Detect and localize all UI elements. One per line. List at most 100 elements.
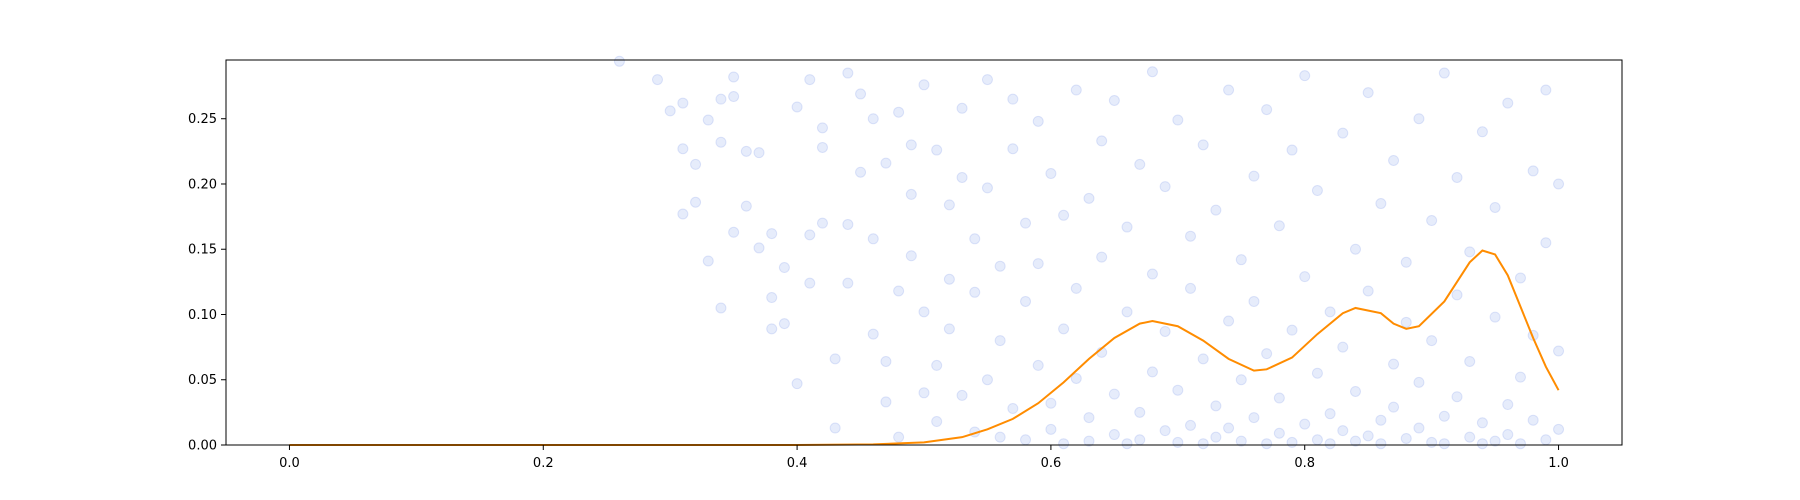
scatter-point (1273, 220, 1285, 232)
scatter-point (1553, 345, 1565, 357)
scatter-point (1020, 434, 1032, 446)
scatter-point (1223, 84, 1235, 96)
scatter-point (1096, 251, 1108, 263)
scatter-point (981, 374, 993, 386)
scatter-point (816, 141, 828, 153)
scatter-point (1413, 422, 1425, 434)
scatter-point (1540, 84, 1552, 96)
scatter-point (1413, 113, 1425, 125)
scatter-point (1349, 243, 1361, 255)
scatter-point (740, 200, 752, 212)
scatter-point (1514, 272, 1526, 284)
scatter-point (867, 233, 879, 245)
scatter-point (1400, 256, 1412, 268)
scatter-point (1438, 67, 1450, 79)
scatter-point (1438, 410, 1450, 422)
scatter-point (1400, 316, 1412, 328)
x-axis: 0.0 0.2 0.4 0.6 0.8 1.0 (279, 445, 1569, 471)
scatter-point (867, 113, 879, 125)
scatter-point (1172, 114, 1184, 126)
scatter-point (918, 306, 930, 318)
x-tick-label: 0.6 (1041, 456, 1062, 471)
scatter-point (1324, 438, 1336, 450)
scatter-point (1388, 358, 1400, 370)
scatter-point (994, 260, 1006, 272)
scatter-point (893, 431, 905, 443)
scatter-point (1514, 438, 1526, 450)
y-tick-label: 0.00 (188, 439, 217, 454)
scatter-point (1388, 401, 1400, 413)
scatter-point (766, 292, 778, 304)
scatter-point (1045, 397, 1057, 409)
scatter-point (1058, 438, 1070, 450)
scatter-point (1070, 372, 1082, 384)
scatter-point (931, 144, 943, 156)
scatter-point (829, 353, 841, 365)
scatter-point (651, 74, 663, 86)
scatter-point (1134, 434, 1146, 446)
scatter-point (1426, 335, 1438, 347)
scatter-point (918, 79, 930, 91)
scatter-point (1007, 93, 1019, 105)
scatter-point (1248, 295, 1260, 307)
scatter-point (1083, 435, 1095, 447)
scatter-point (1286, 324, 1298, 336)
scatter-point (1032, 359, 1044, 371)
scatter-point (1020, 295, 1032, 307)
scatter-point (1235, 374, 1247, 386)
scatter-point (1400, 432, 1412, 444)
scatter-point (1108, 429, 1120, 441)
scatter-point (1172, 384, 1184, 396)
scatter-point (1083, 412, 1095, 424)
scatter-point (1032, 115, 1044, 127)
scatter-point (880, 157, 892, 169)
scatter-point (1349, 385, 1361, 397)
scatter-point (1362, 430, 1374, 442)
scatter-point (1451, 289, 1463, 301)
scatter-point (1426, 215, 1438, 227)
scatter-point (1299, 70, 1311, 82)
scatter-point (1058, 209, 1070, 221)
scatter-point (1540, 237, 1552, 249)
scatter-point (1527, 414, 1539, 426)
scatter-point (664, 105, 676, 117)
scatter-point (1476, 417, 1488, 429)
scatter-point (1464, 246, 1476, 258)
scatter-point (791, 101, 803, 113)
scatter-point (1248, 412, 1260, 424)
scatter-point (1375, 438, 1387, 450)
scatter-point (1045, 423, 1057, 435)
scatter-point (1514, 371, 1526, 383)
scatter-point (905, 250, 917, 262)
scatter-point (1210, 204, 1222, 216)
scatter-point (753, 147, 765, 159)
scatter-point (1248, 170, 1260, 182)
scatter-point (677, 143, 689, 155)
scatter-point (778, 262, 790, 274)
scatter-point (1197, 139, 1209, 151)
scatter-point (753, 242, 765, 254)
scatter-point (1121, 438, 1133, 450)
scatter-point (1108, 388, 1120, 400)
scatter-point (690, 158, 702, 170)
scatter-point (702, 255, 714, 267)
scatter-point (1337, 127, 1349, 139)
scatter-point (1324, 408, 1336, 420)
scatter-point (1159, 425, 1171, 437)
scatter-point (1146, 66, 1158, 78)
scatter-point (1489, 435, 1501, 447)
scatter-point (1502, 97, 1514, 109)
scatter-point (867, 328, 879, 340)
scatter-point (1553, 178, 1565, 190)
scatter-point (1235, 435, 1247, 447)
scatter-point (791, 378, 803, 390)
scatter-point (766, 323, 778, 335)
scatter-point (1438, 438, 1450, 450)
scatter-point (1553, 423, 1565, 435)
x-tick-label: 0.4 (787, 456, 808, 471)
scatter-point (1362, 87, 1374, 99)
scatter-point (1426, 436, 1438, 448)
scatter-point (702, 114, 714, 126)
scatter-point (677, 97, 689, 109)
x-tick-label: 0.2 (533, 456, 554, 471)
